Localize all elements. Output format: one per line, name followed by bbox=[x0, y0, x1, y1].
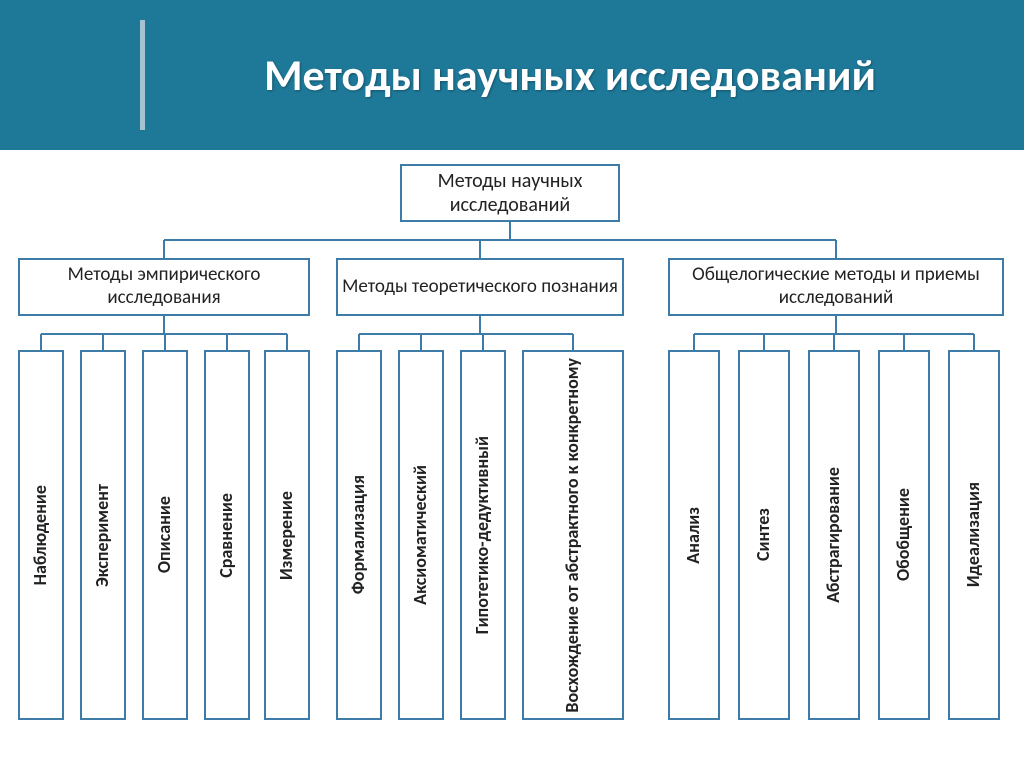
leaf-logical-2: Абстрагирование bbox=[808, 350, 860, 720]
leaf-logical-3: Обобщение bbox=[878, 350, 930, 720]
header-divider bbox=[140, 20, 145, 130]
category-empirical: Методы эмпирического исследования bbox=[18, 258, 310, 316]
category-logical: Общелогические методы и приемы исследова… bbox=[668, 258, 1004, 316]
leaf-empirical-4: Измерение bbox=[264, 350, 310, 720]
slide-title: Методы научных исследований bbox=[220, 50, 920, 101]
category-theoretical: Методы теоретического познания bbox=[336, 258, 624, 316]
leaf-empirical-0: Наблюдение bbox=[18, 350, 64, 720]
leaf-logical-0: Анализ bbox=[668, 350, 720, 720]
leaf-theoretical-2: Гипотетико-дедуктивный bbox=[460, 350, 506, 720]
slide-header: Методы научных исследований bbox=[0, 0, 1024, 150]
leaf-logical-4: Идеализация bbox=[948, 350, 1000, 720]
root-node: Методы научных исследований bbox=[400, 164, 620, 222]
leaf-theoretical-1: Аксиоматический bbox=[398, 350, 444, 720]
leaf-empirical-1: Эксперимент bbox=[80, 350, 126, 720]
tree-diagram: Методы научных исследований Методы эмпири… bbox=[0, 150, 1024, 750]
leaf-theoretical-0: Формализация bbox=[336, 350, 382, 720]
leaf-theoretical-3: Восхождение от абстрактного к конкретном… bbox=[522, 350, 624, 720]
leaf-logical-1: Синтез bbox=[738, 350, 790, 720]
leaf-empirical-3: Сравнение bbox=[204, 350, 250, 720]
leaf-empirical-2: Описание bbox=[142, 350, 188, 720]
